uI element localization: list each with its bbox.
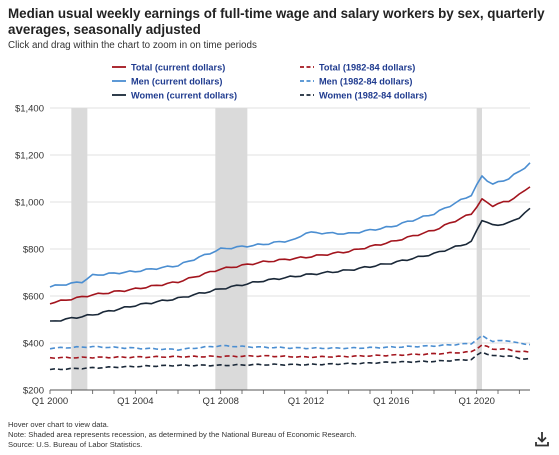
series-line[interactable] bbox=[49, 207, 531, 322]
y-tick-label: $1,000 bbox=[15, 198, 44, 209]
legend-label: Men (1982-84 dollars) bbox=[319, 77, 412, 87]
x-tick-label: Q1 2004 bbox=[117, 396, 153, 407]
y-tick-label: $800 bbox=[23, 245, 44, 256]
series-line[interactable] bbox=[49, 162, 531, 288]
legend-label: Women (1982-84 dollars) bbox=[319, 91, 427, 101]
x-tick-label: Q1 2020 bbox=[458, 396, 494, 407]
source-note: Source: U.S. Bureau of Labor Statistics. bbox=[8, 440, 143, 450]
earnings-line-chart[interactable]: Total (current dollars) Total (1982-84 do… bbox=[0, 56, 559, 418]
legend-label: Women (current dollars) bbox=[131, 91, 237, 101]
series-line[interactable] bbox=[49, 334, 531, 352]
y-tick-label: $1,400 bbox=[15, 104, 44, 115]
chart-title: Median usual weekly earnings of full-tim… bbox=[8, 6, 545, 37]
series-line[interactable] bbox=[49, 186, 531, 305]
x-tick-label: Q1 2000 bbox=[32, 396, 68, 407]
axes: $200 $400 $600 $800 $1,000 $1,200 $1,400 Q1 200… bbox=[15, 104, 530, 407]
legend-label: Men (current dollars) bbox=[131, 77, 222, 87]
legend-label: Total (current dollars) bbox=[131, 63, 225, 73]
hover-hint: Hover over chart to view data. bbox=[8, 420, 109, 429]
download-icon[interactable] bbox=[535, 431, 549, 447]
chart-legend: Total (current dollars) Total (1982-84 do… bbox=[112, 63, 427, 101]
x-tick-label: Q1 2016 bbox=[373, 396, 409, 407]
y-tick-label: $600 bbox=[23, 292, 44, 303]
zoom-instruction: Click and drag within the chart to zoom … bbox=[8, 40, 257, 51]
y-tick-label: $400 bbox=[23, 339, 44, 350]
y-tick-label: $1,200 bbox=[15, 151, 44, 162]
chart-footer: Hover over chart to view data. Note: Sha… bbox=[8, 420, 357, 451]
series-line[interactable] bbox=[49, 351, 531, 371]
series-lines[interactable] bbox=[49, 162, 531, 371]
legend-label: Total (1982-84 dollars) bbox=[319, 63, 415, 73]
series-line[interactable] bbox=[49, 344, 531, 360]
recession-note: Note: Shaded area represents recession, … bbox=[8, 430, 357, 440]
y-tick-label: $200 bbox=[23, 386, 44, 397]
x-tick-label: Q1 2008 bbox=[202, 396, 238, 407]
x-tick-label: Q1 2012 bbox=[288, 396, 324, 407]
